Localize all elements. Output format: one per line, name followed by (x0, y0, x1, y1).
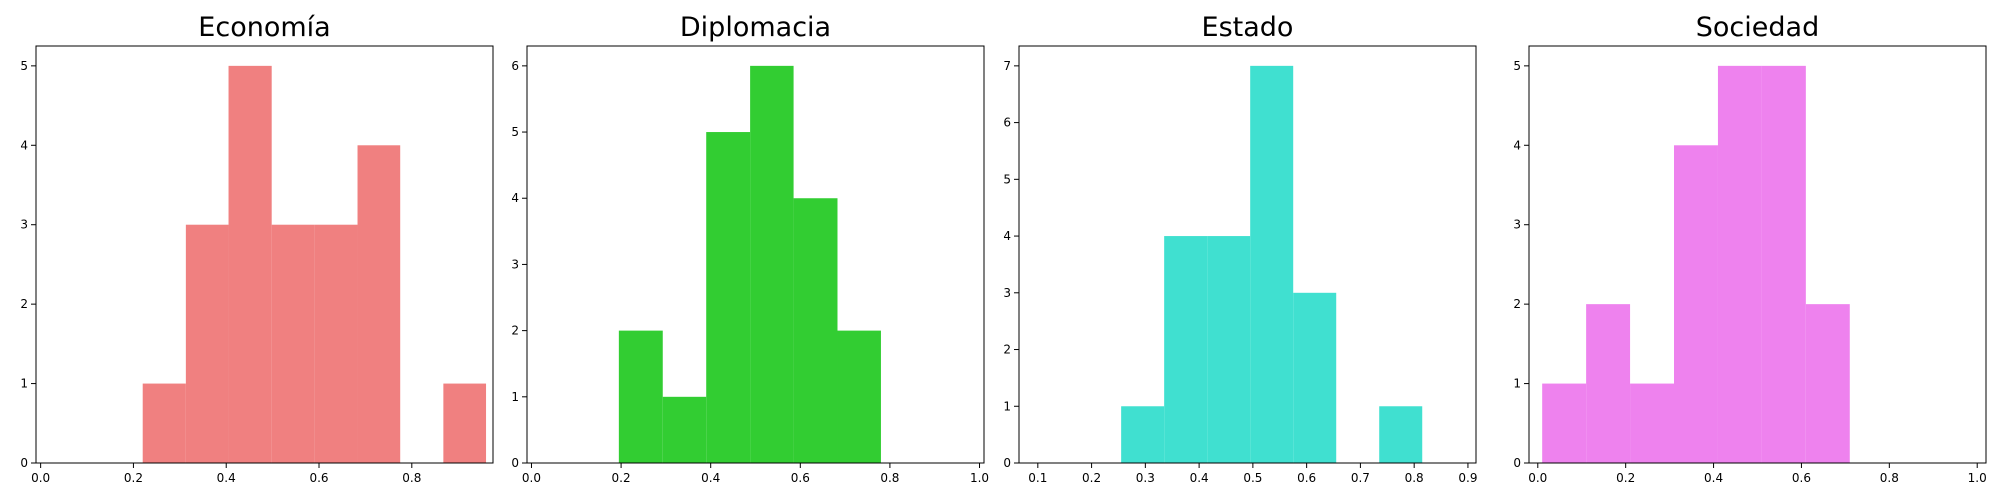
histogram-panel-estado: Estado 0 1 2 3 4 5 6 7 0.1 0.2 0.3 0.4 0.5 0.6 0.7 0.8 0… (1003, 12, 1477, 485)
y-tick-label: 3 (1513, 218, 1521, 232)
histogram-panel-sociedad: Sociedad 0 1 2 3 4 5 0.0 0.2 0.4 0.6 0.8 1.0 (1513, 12, 1986, 485)
y-tick-label: 5 (511, 125, 519, 139)
y-tick-label: 1 (1003, 399, 1011, 413)
x-tick-label: 0.4 (1704, 471, 1723, 485)
histogram-bar (662, 396, 707, 463)
histogram-bar (1717, 65, 1762, 463)
y-tick-label: 3 (1003, 286, 1011, 300)
x-tick-label: 0.8 (1880, 471, 1899, 485)
x-tick-label: 0.4 (217, 471, 236, 485)
y-tick-label: 6 (1003, 116, 1011, 130)
x-tick-label: 0.6 (1792, 471, 1811, 485)
y-tick-label: 4 (20, 138, 28, 152)
x-tick-label: 0.6 (791, 471, 810, 485)
histogram-bar (1630, 383, 1675, 463)
y-tick-label: 1 (20, 377, 28, 391)
y-tick-label: 7 (1003, 59, 1011, 73)
histogram-bar (1586, 304, 1631, 463)
y-tick-label: 6 (511, 59, 519, 73)
histogram-bar (1674, 145, 1718, 464)
histogram-bar (314, 224, 358, 463)
axes-frame (1528, 45, 1987, 464)
y-tick-label: 4 (1003, 229, 1011, 243)
y-tick-label: 0 (1513, 456, 1521, 470)
y-tick-label: 2 (511, 324, 519, 338)
chart-title: Sociedad (1696, 12, 1819, 43)
histogram-bar (142, 383, 186, 463)
x-tick-label: 0.8 (880, 471, 899, 485)
x-tick-label: 0.0 (522, 471, 541, 485)
chart-title: Estado (1202, 12, 1294, 43)
y-tick-label: 0 (511, 456, 519, 470)
x-tick-label: 0.3 (1136, 471, 1155, 485)
histogram-panel-economia: Economía 0 1 2 3 4 5 0.0 0.2 0.4 0.6 0.8 (20, 12, 494, 485)
histogram-bar (1379, 406, 1423, 463)
y-tick-label: 0 (1003, 456, 1011, 470)
x-tick-label: 0.1 (1028, 471, 1047, 485)
axes-frame (526, 45, 985, 464)
y-tick-label: 5 (1513, 59, 1521, 73)
x-tick-label: 0.9 (1458, 471, 1477, 485)
histogram-bar (1761, 65, 1806, 463)
histogram-bar (1250, 65, 1294, 463)
x-tick-label: 0.2 (612, 471, 631, 485)
histogram-bar (1121, 406, 1165, 463)
x-tick-label: 1.0 (1968, 471, 1987, 485)
x-tick-label: 0.0 (31, 471, 50, 485)
x-tick-label: 0.6 (309, 471, 328, 485)
x-tick-label: 0.4 (701, 471, 720, 485)
histogram-bar (618, 330, 663, 463)
y-tick-label: 3 (20, 218, 28, 232)
histogram-bar (443, 383, 487, 463)
x-tick-label: 0.2 (1082, 471, 1101, 485)
y-tick-label: 5 (20, 59, 28, 73)
y-tick-label: 2 (1003, 343, 1011, 357)
histogram-bar (185, 224, 229, 463)
x-tick-label: 0.8 (1405, 471, 1424, 485)
histogram-bar (837, 330, 881, 463)
histogram-bar (706, 132, 751, 464)
y-tick-label: 2 (1513, 297, 1521, 311)
histogram-bar (793, 198, 838, 463)
histogram-bar (750, 65, 794, 463)
x-tick-label: 0.0 (1528, 471, 1547, 485)
chart-title: Economía (198, 12, 330, 43)
histogram-panel-diplomacia: Diplomacia 0 1 2 3 4 5 6 0.0 0.2 0.4 0.6 0.8 1.0 (511, 12, 989, 485)
y-tick-label: 4 (1513, 138, 1521, 152)
x-tick-label: 0.2 (1616, 471, 1635, 485)
histogram-bar (271, 224, 315, 463)
axes-frame (35, 45, 494, 464)
histogram-bar (1207, 236, 1251, 463)
x-tick-label: 0.8 (402, 471, 421, 485)
x-tick-label: 0.7 (1351, 471, 1370, 485)
x-tick-label: 0.6 (1297, 471, 1316, 485)
x-tick-label: 0.5 (1243, 471, 1262, 485)
x-tick-label: 0.2 (124, 471, 143, 485)
y-tick-label: 3 (511, 257, 519, 271)
axes-frame (1018, 45, 1477, 464)
chart-title: Diplomacia (680, 12, 831, 43)
x-tick-label: 0.4 (1190, 471, 1209, 485)
y-tick-label: 1 (1513, 377, 1521, 391)
histogram-bar (228, 65, 272, 463)
histogram-bar (357, 145, 401, 464)
y-tick-label: 5 (1003, 172, 1011, 186)
histogram-bar (1542, 383, 1587, 463)
y-tick-label: 4 (511, 191, 519, 205)
y-tick-label: 0 (20, 456, 28, 470)
histogram-bar (1293, 292, 1337, 463)
histogram-bar (1164, 236, 1208, 463)
x-tick-label: 1.0 (970, 471, 989, 485)
histogram-bar (1805, 304, 1850, 463)
y-tick-label: 2 (20, 297, 28, 311)
y-tick-label: 1 (511, 390, 519, 404)
